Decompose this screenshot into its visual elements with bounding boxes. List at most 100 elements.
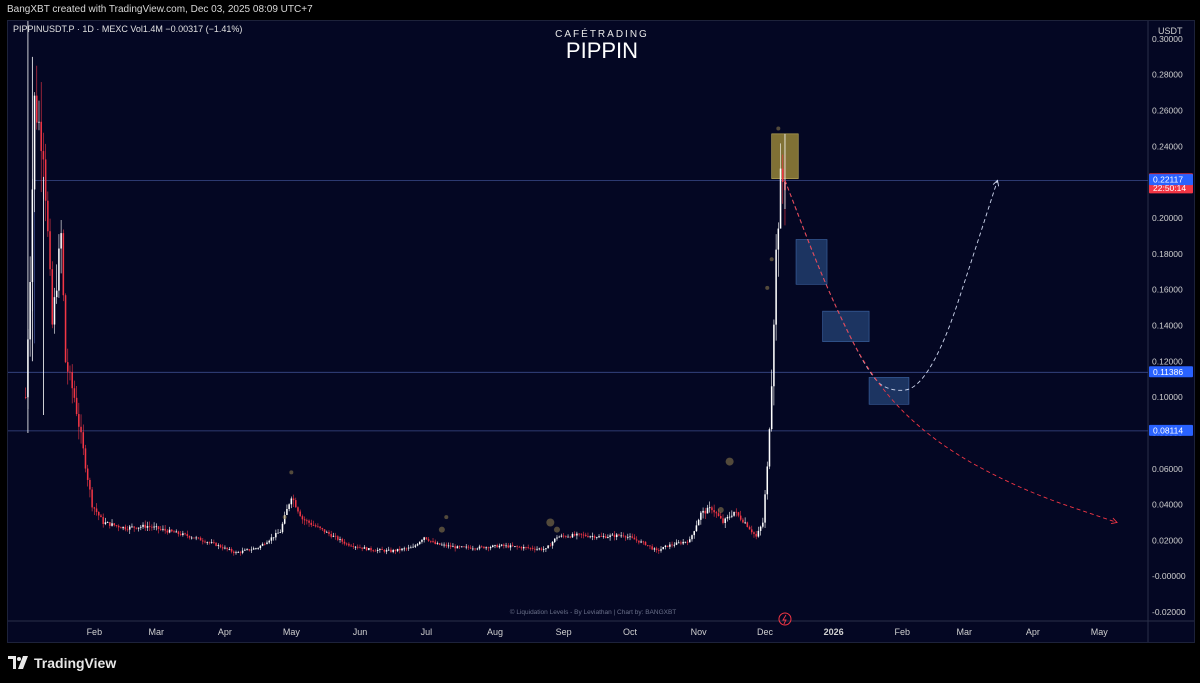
candle-body (197, 537, 200, 539)
candle-body (713, 510, 715, 513)
candle-body (680, 542, 682, 544)
price-label-countdown: 22:50:14 (1153, 183, 1186, 193)
candle-body (124, 526, 127, 530)
candle-body (540, 548, 543, 550)
x-tick-label: May (283, 627, 301, 637)
candle-body (759, 526, 762, 531)
symbol-line: PIPPINUSDT.P · 1D · MEXC Vol1.4M −0.0031… (13, 24, 242, 34)
candle-body (80, 426, 82, 433)
candle-body (237, 552, 239, 553)
candle-body (472, 548, 474, 550)
candle-body (381, 549, 383, 550)
x-tick-label: 2026 (824, 627, 844, 637)
chart-canvas[interactable]: USDT0.300000.280000.260000.240000.220000… (8, 21, 1194, 642)
candle-body (140, 526, 142, 528)
candle-body (226, 547, 228, 550)
candle-body (454, 546, 456, 549)
candle-body (199, 537, 202, 541)
x-tick-label: Sep (556, 627, 572, 637)
candle-body (334, 535, 337, 537)
candle-body (66, 362, 69, 372)
candle-body (361, 547, 363, 549)
candle-body (739, 515, 742, 520)
candle-body (494, 545, 496, 546)
candle-body (219, 545, 222, 548)
candle-body (131, 526, 133, 528)
candle-body (624, 536, 627, 538)
candle-body (695, 525, 698, 532)
candle-body (746, 522, 749, 527)
candle-body (731, 515, 733, 517)
candle-body (604, 536, 607, 538)
candle-body (146, 526, 149, 528)
candle-body (241, 550, 244, 553)
candle-body (487, 547, 490, 549)
candle-body (715, 512, 718, 514)
currency-label: USDT (1158, 26, 1183, 36)
liquidation-bubble (765, 285, 770, 290)
candle-body (728, 516, 731, 518)
x-tick-label: Mar (149, 627, 165, 637)
candle-body (514, 546, 516, 547)
candle-body (40, 121, 42, 152)
candle-body (142, 524, 144, 527)
candle-body (111, 523, 113, 526)
candle-body (700, 512, 702, 520)
y-tick-label: 0.30000 (1152, 34, 1183, 44)
y-tick-label: 0.04000 (1152, 500, 1183, 510)
candle-body (775, 249, 777, 325)
candle-body (522, 547, 525, 549)
y-tick-label: 0.10000 (1152, 392, 1183, 402)
candle-body (432, 541, 434, 542)
candle-body (456, 546, 459, 549)
liquidation-bubble (546, 518, 555, 527)
candle-body (434, 541, 436, 544)
candle-body (299, 511, 301, 517)
candle-body (691, 535, 693, 540)
candle-body (702, 510, 704, 513)
candle-body (591, 536, 594, 537)
candle-body (407, 547, 410, 549)
chart-frame[interactable]: USDT0.300000.280000.260000.240000.220000… (7, 20, 1195, 643)
candle-body (261, 543, 264, 546)
tradingview-logo[interactable]: TradingView (8, 655, 116, 671)
candle-body (724, 518, 726, 523)
price-label-box (1149, 424, 1193, 436)
candle-body (286, 508, 288, 515)
candle-body (781, 168, 784, 182)
candle-body (649, 545, 651, 547)
candle-body (443, 544, 445, 546)
candle-body (392, 549, 394, 553)
candle-body (365, 547, 368, 551)
candle-body (627, 536, 629, 538)
candle-body (556, 537, 558, 539)
candle-body (613, 534, 616, 538)
candle-body (297, 507, 299, 512)
candle-body (706, 507, 709, 514)
candle-body (348, 543, 350, 546)
candle-body (777, 228, 780, 250)
candle-body (93, 507, 96, 509)
candle-body (356, 546, 359, 548)
candle-body (250, 549, 253, 551)
candle-body (213, 542, 215, 544)
candle-body (618, 534, 620, 536)
candle-body (525, 547, 527, 548)
candle-body (660, 549, 662, 551)
candle-body (726, 516, 729, 519)
candle-body (308, 520, 310, 523)
candle-body (368, 548, 370, 551)
candle-body (602, 536, 605, 538)
candle-body (281, 523, 284, 533)
candle-body (396, 548, 399, 552)
candle-body (587, 536, 589, 538)
candle-body (166, 530, 169, 533)
candle-body (29, 282, 31, 340)
candle-body (478, 546, 481, 549)
candle-body (95, 508, 98, 512)
candle-body (228, 549, 231, 550)
candle-body (162, 528, 164, 530)
candle-body (345, 543, 348, 545)
candle-body (235, 552, 237, 554)
candle-body (104, 522, 107, 524)
